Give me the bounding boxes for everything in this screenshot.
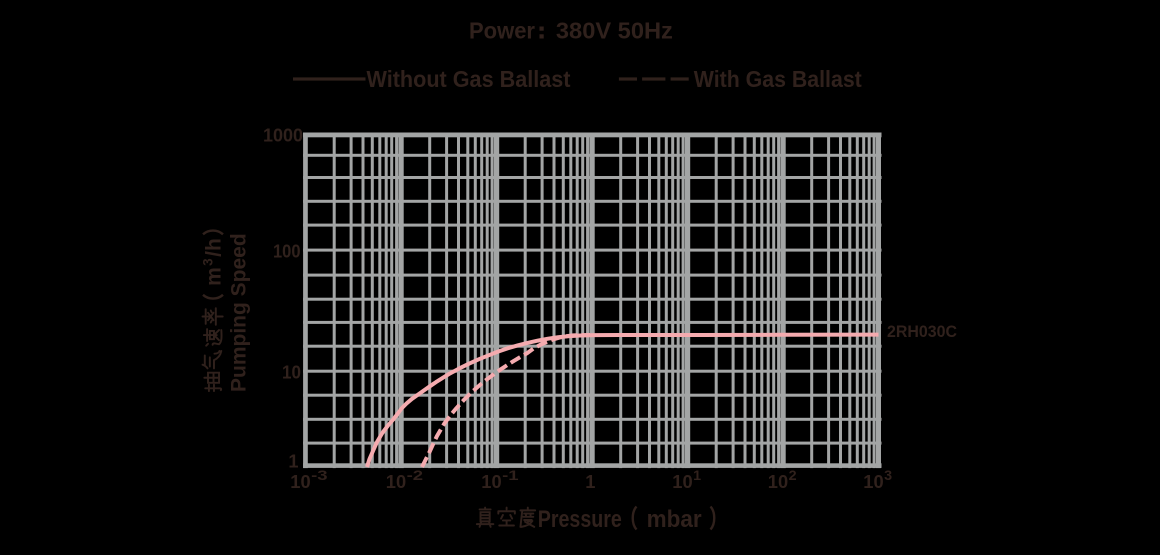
svg-text:Power: Power xyxy=(469,18,535,44)
svg-text:Pumping Speed: Pumping Speed xyxy=(228,233,251,392)
svg-text:mbar: mbar xyxy=(647,506,702,533)
svg-text:10: 10 xyxy=(768,471,788,492)
svg-text:100: 100 xyxy=(273,242,301,262)
svg-text:1000: 1000 xyxy=(263,125,303,145)
svg-text:380V 50Hz: 380V 50Hz xyxy=(556,18,673,44)
svg-text:10: 10 xyxy=(672,471,692,492)
svg-text:10: 10 xyxy=(481,471,501,492)
svg-text:-3: -3 xyxy=(311,468,328,483)
svg-text:3: 3 xyxy=(201,258,216,266)
svg-text:m: m xyxy=(203,267,226,286)
svg-text:1: 1 xyxy=(585,471,595,492)
svg-text:1: 1 xyxy=(693,468,702,483)
svg-text:-1: -1 xyxy=(502,468,519,483)
svg-text:-2: -2 xyxy=(407,468,424,483)
svg-text:10: 10 xyxy=(863,471,883,492)
svg-text:10: 10 xyxy=(290,471,310,492)
svg-text:10: 10 xyxy=(386,471,406,492)
svg-text:/h: /h xyxy=(203,238,226,257)
svg-text:2: 2 xyxy=(789,468,797,483)
svg-text:10: 10 xyxy=(282,363,301,383)
svg-text:2RH030C: 2RH030C xyxy=(887,323,957,341)
svg-text:With Gas Ballast: With Gas Ballast xyxy=(694,66,862,92)
svg-text:1: 1 xyxy=(288,452,298,472)
svg-text:Pressure: Pressure xyxy=(538,506,622,533)
svg-text:3: 3 xyxy=(884,468,893,483)
svg-text:Without Gas Ballast: Without Gas Ballast xyxy=(367,66,571,92)
